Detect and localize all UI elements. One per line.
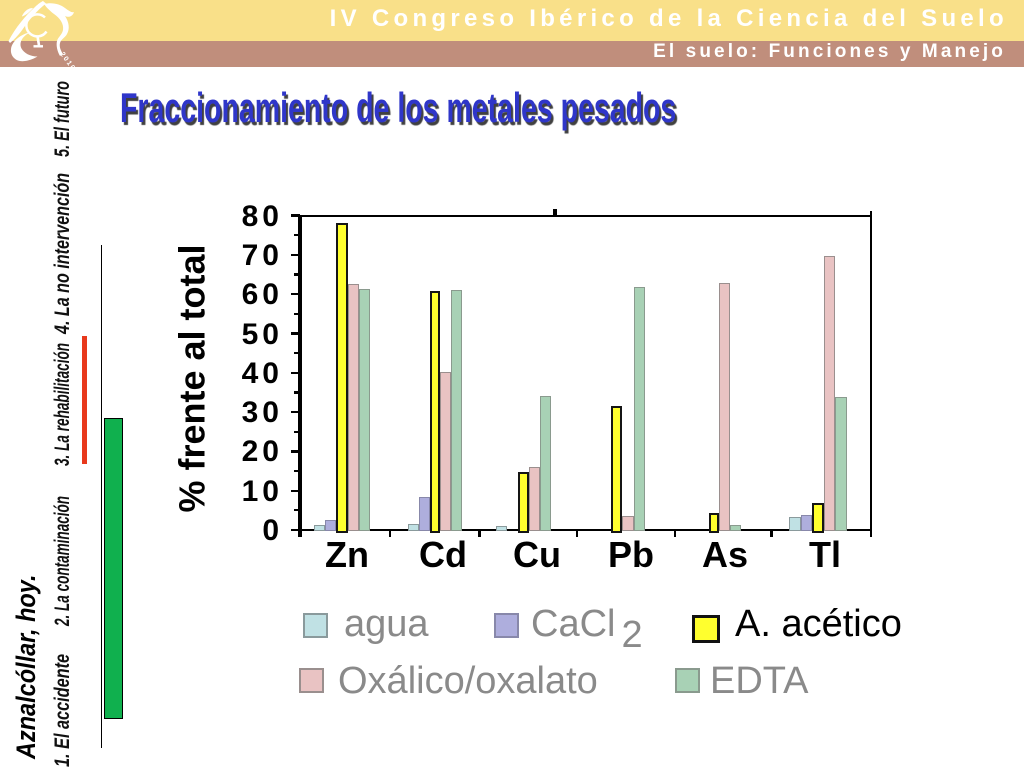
svg-text:2010: 2010 [58, 51, 76, 73]
